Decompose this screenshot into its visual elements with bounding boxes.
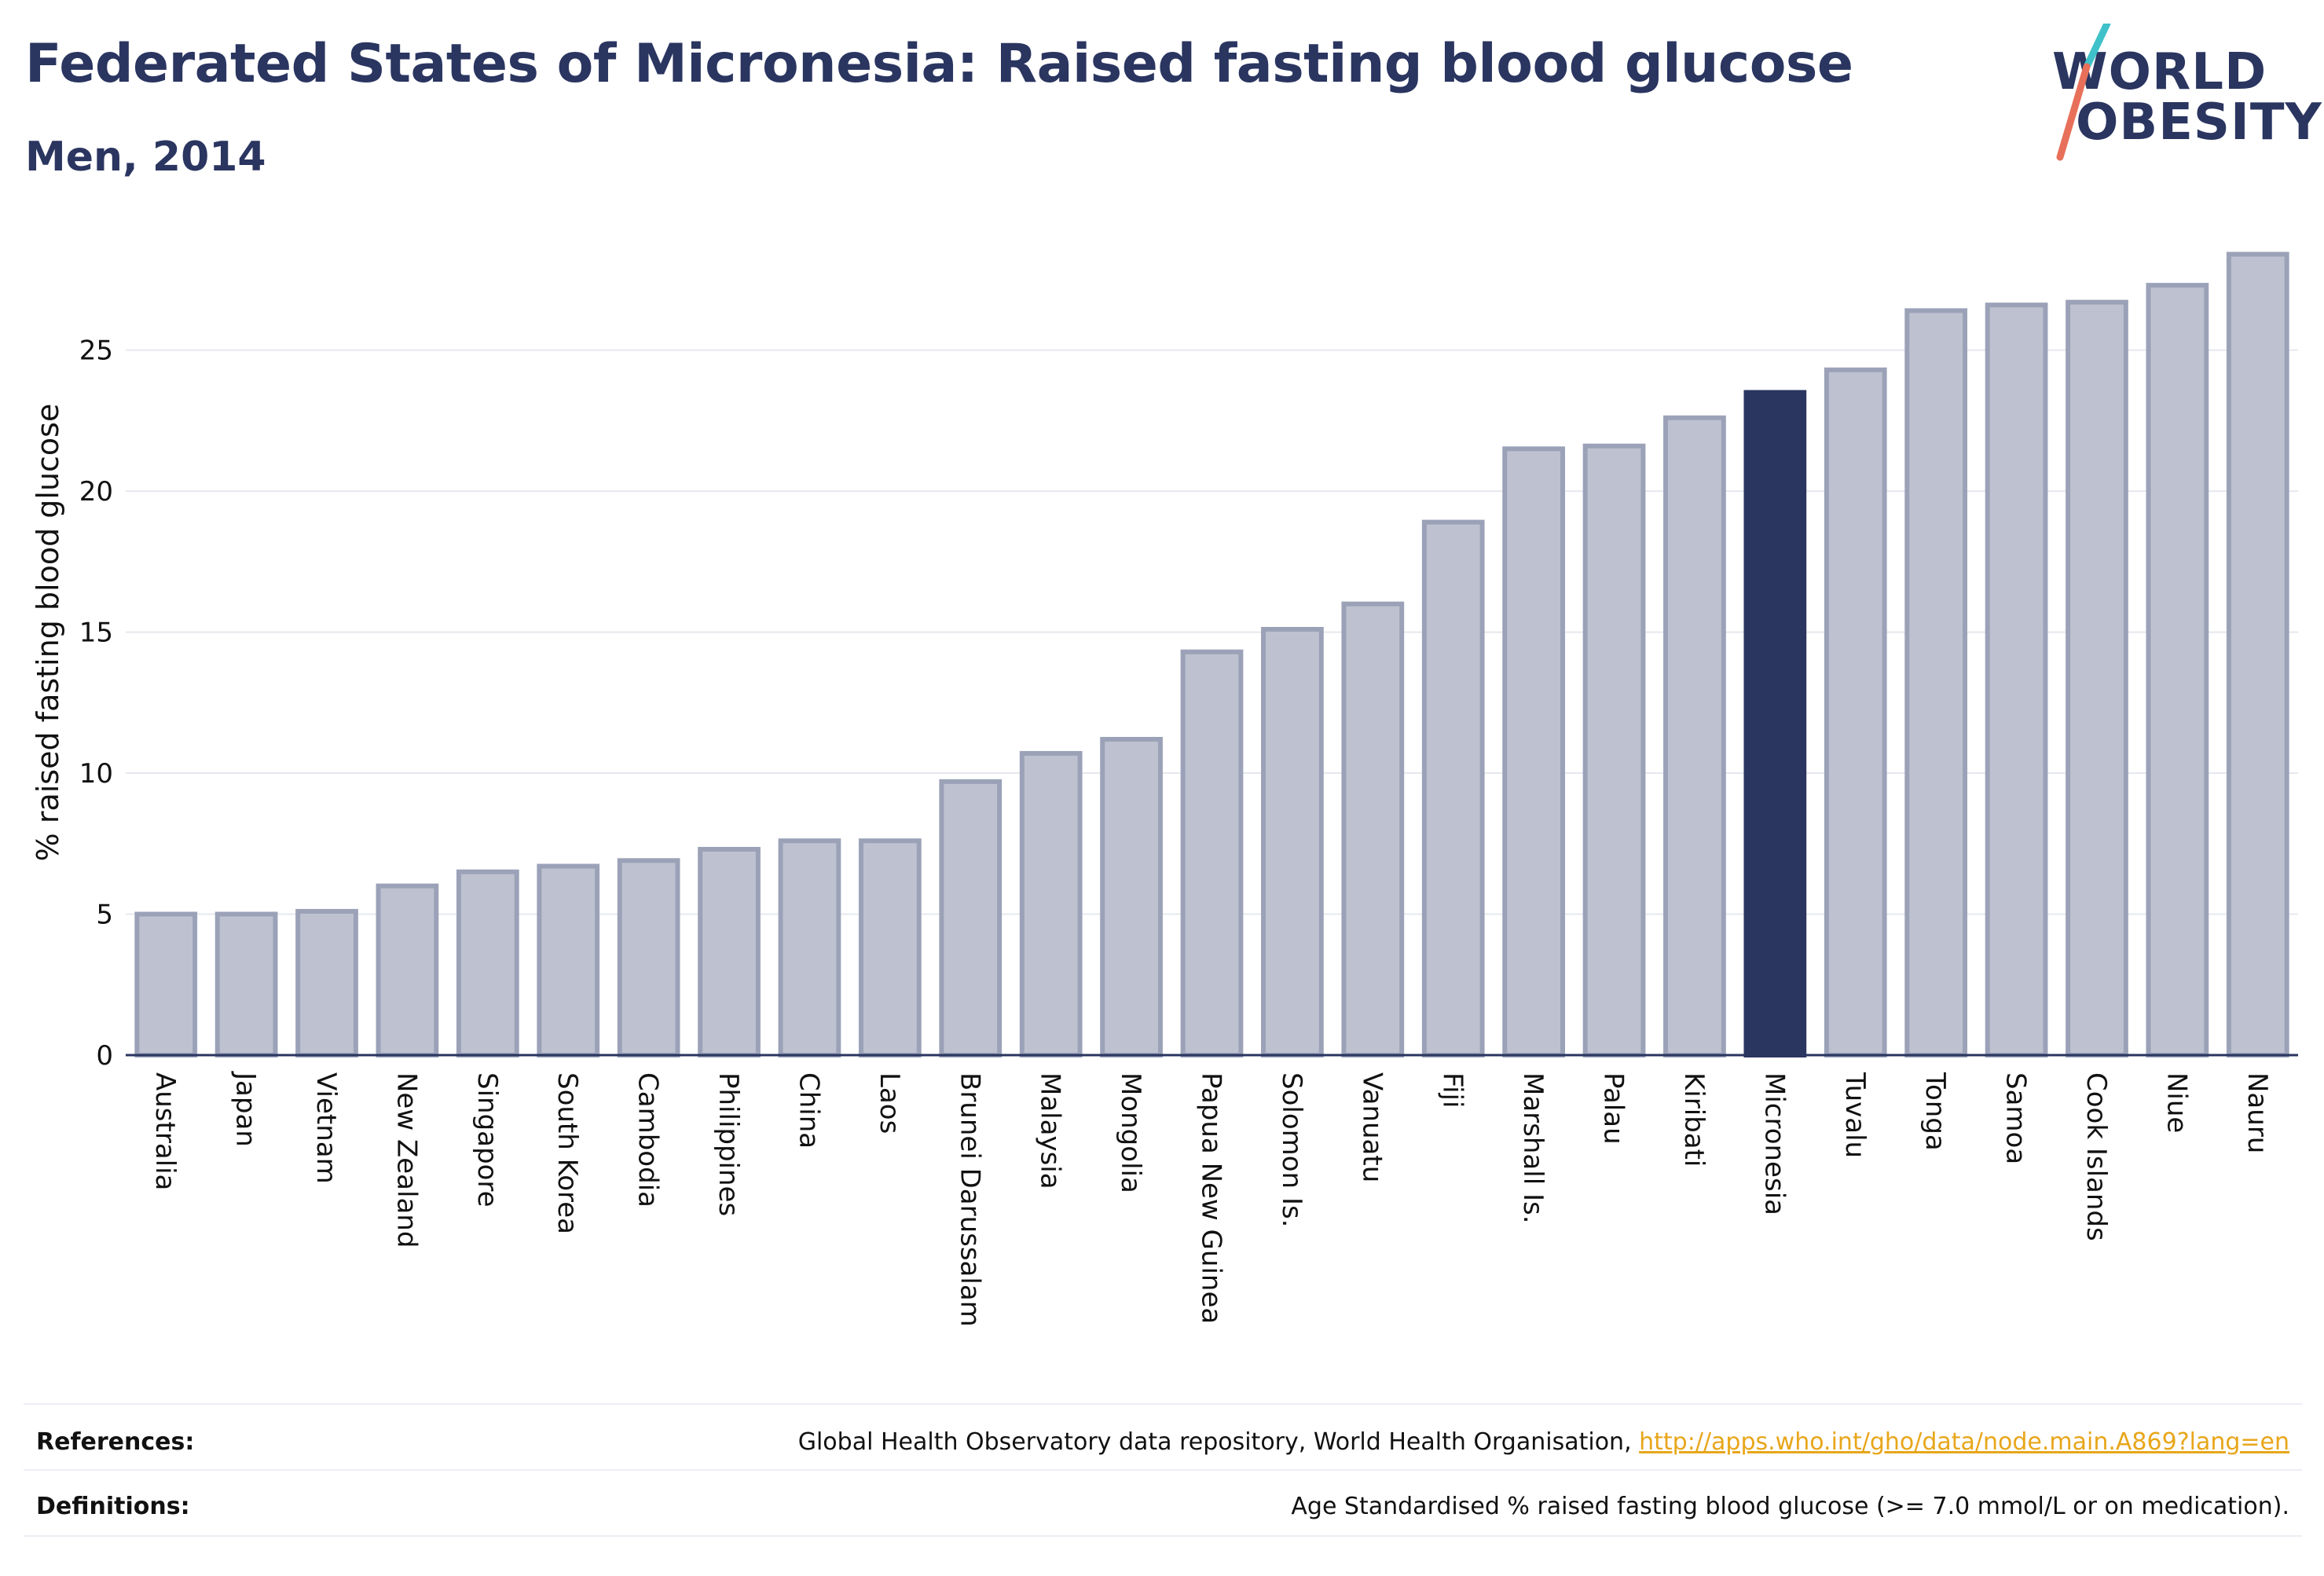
y-tick-label: 20 [79, 476, 113, 508]
bar [376, 883, 439, 1058]
x-tick-label: South Korea [552, 1072, 583, 1234]
x-tick-label: Brunei Darussalam [954, 1072, 985, 1327]
x-tick-label: Malaysia [1035, 1072, 1066, 1189]
x-tick-label: Mongolia [1115, 1072, 1146, 1193]
bar-chart: 0 5 10 15 20 25 Australia Japan Vietnam New Zeal… [31, 251, 2298, 1327]
bar [295, 908, 358, 1058]
y-tick-label: 25 [79, 335, 113, 367]
x-tick-label: Vanuatu [1356, 1072, 1387, 1182]
bar [1502, 446, 1565, 1057]
x-tick-label: Fiji [1437, 1072, 1468, 1108]
x-tick-label: Palau [1598, 1072, 1629, 1145]
bar [2066, 299, 2128, 1057]
bar [1261, 626, 1324, 1057]
logo-slash-icon [2056, 24, 2111, 161]
bar [698, 846, 761, 1057]
bar [859, 838, 922, 1057]
x-tick-label: Singapore [471, 1072, 503, 1208]
bar [1421, 519, 1485, 1057]
x-tick-label: Laos [874, 1072, 905, 1134]
bar [778, 838, 841, 1057]
chart-title: Federated States of Micronesia: Raised f… [25, 33, 1853, 95]
references-label: References: [36, 1428, 195, 1456]
bar [1663, 415, 1726, 1057]
bar [1100, 736, 1163, 1057]
footer-divider [24, 1469, 2302, 1471]
bar [134, 911, 198, 1058]
bar [537, 863, 600, 1057]
x-tick-label: Marshall Is. [1517, 1072, 1549, 1224]
bar [939, 779, 1003, 1057]
x-tick-label: Samoa [2000, 1072, 2032, 1164]
x-tick-labels: Australia Japan Vietnam New Zealand Singapor… [149, 1071, 2273, 1327]
footer-divider [24, 1535, 2302, 1537]
y-tick-label: 15 [79, 618, 113, 649]
bar [1985, 302, 2048, 1057]
x-tick-label: Japan [230, 1071, 262, 1147]
y-tick-label: 5 [96, 900, 113, 931]
x-tick-label: New Zealand [390, 1072, 422, 1248]
chart-subtitle: Men, 2014 [25, 134, 266, 181]
bar-highlight [1743, 390, 1807, 1057]
bar [1904, 308, 1968, 1057]
bar [2146, 283, 2209, 1057]
references-row: References: Global Health Observatory da… [24, 1411, 2302, 1474]
y-tick-label: 0 [96, 1040, 113, 1072]
y-tick-label: 10 [79, 758, 113, 790]
bar [1180, 649, 1244, 1057]
x-tick-label: Micronesia [1758, 1072, 1790, 1215]
y-axis-label: % raised fasting blood glucose [31, 404, 65, 862]
bar [456, 869, 519, 1057]
x-tick-label: Nauru [2242, 1072, 2273, 1153]
bar [1582, 443, 1646, 1057]
bar [1341, 601, 1405, 1057]
x-tick-label: China [793, 1072, 824, 1149]
definitions-value: Age Standardised % raised fasting blood … [1291, 1493, 2289, 1520]
x-tick-label: Cook Islands [2080, 1072, 2112, 1241]
bar [1019, 750, 1083, 1057]
references-text: Global Health Observatory data repositor… [797, 1428, 1640, 1456]
bars [134, 251, 2289, 1058]
x-tick-label: Tuvalu [1839, 1072, 1871, 1158]
x-tick-label: Tonga [1919, 1072, 1951, 1151]
x-tick-label: Niue [2161, 1072, 2192, 1133]
x-tick-label: Vietnam [310, 1072, 342, 1184]
y-tick-labels: 0 5 10 15 20 25 [79, 335, 113, 1072]
x-tick-label: Solomon Is. [1276, 1072, 1307, 1227]
x-tick-label: Cambodia [632, 1072, 664, 1208]
references-link[interactable]: http://apps.who.int/gho/data/node.main.A… [1639, 1428, 2289, 1456]
bar [617, 858, 680, 1057]
definitions-row: Definitions: Age Standardised % raised f… [24, 1475, 2302, 1538]
x-tick-label: Papua New Guinea [1196, 1072, 1227, 1324]
x-tick-label: Kiribati [1678, 1072, 1710, 1167]
x-tick-label: Philippines [713, 1072, 744, 1216]
definitions-label: Definitions: [36, 1493, 190, 1520]
references-value: Global Health Observatory data repositor… [798, 1428, 2289, 1456]
logo-line-2: OBESITY [2076, 93, 2322, 152]
footer-divider [24, 1403, 2302, 1405]
x-tick-label: Australia [149, 1072, 181, 1190]
bar [1824, 367, 1887, 1058]
world-obesity-logo: WORLD OBESITY [2051, 24, 2322, 165]
bar [2226, 251, 2289, 1057]
bar [214, 911, 278, 1058]
